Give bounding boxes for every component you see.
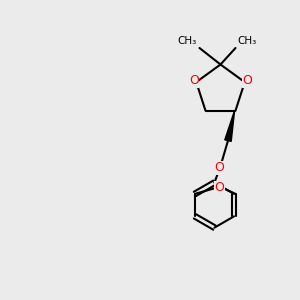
Text: CH₃: CH₃ bbox=[177, 37, 196, 46]
Text: O: O bbox=[242, 74, 252, 87]
Polygon shape bbox=[225, 110, 235, 141]
Text: O: O bbox=[215, 182, 224, 194]
Text: O: O bbox=[189, 74, 199, 87]
Text: CH₃: CH₃ bbox=[237, 37, 256, 46]
Text: O: O bbox=[214, 161, 224, 174]
